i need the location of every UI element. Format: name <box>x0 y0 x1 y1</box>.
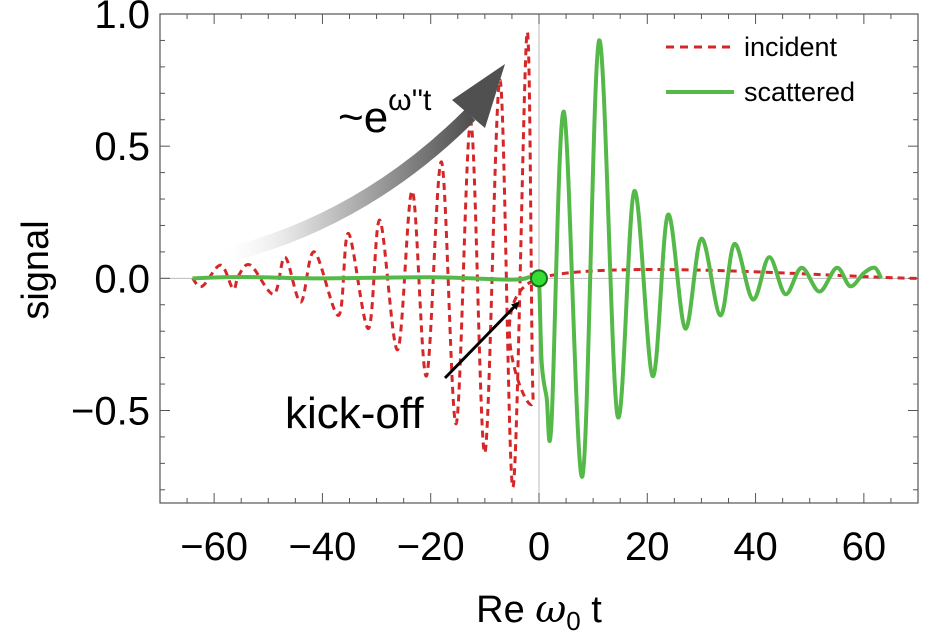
legend-label-scattered: scattered <box>744 77 855 107</box>
x-tick-label: −60 <box>180 525 248 569</box>
kickoff-annotation: kick-off <box>285 301 520 438</box>
y-axis-label: signal <box>15 220 57 319</box>
x-tick-label: 0 <box>528 525 550 569</box>
y-tick-label: 1.0 <box>94 0 150 37</box>
x-tick-label: 20 <box>625 525 670 569</box>
x-tick-label: 40 <box>733 525 778 569</box>
growth-arrow <box>213 109 476 266</box>
y-axis-ticks: −0.5 0.0 0.5 1.0 <box>71 0 918 491</box>
kickoff-arrow <box>443 301 520 380</box>
y-tick-label: 0.0 <box>94 257 150 301</box>
kickoff-marker <box>530 269 548 288</box>
x-tick-label: −40 <box>288 525 356 569</box>
x-tick-label: −20 <box>397 525 465 569</box>
x-axis-label: Re ω0 t <box>476 587 602 634</box>
x-tick-label: 60 <box>842 525 887 569</box>
growth-label: ~eω''t <box>338 84 432 142</box>
growth-arrow-head <box>452 64 505 128</box>
y-tick-label: −0.5 <box>71 389 150 433</box>
series-layer <box>191 30 919 489</box>
kickoff-label: kick-off <box>285 389 424 438</box>
legend: incident scattered <box>666 32 855 107</box>
y-tick-label: 0.5 <box>94 125 150 169</box>
growth-annotation: ~eω''t <box>213 64 505 266</box>
legend-label-incident: incident <box>744 32 838 62</box>
series-line-incident <box>191 30 919 489</box>
x-axis-ticks: −60 −40 −20 0 20 40 60 <box>180 14 892 569</box>
